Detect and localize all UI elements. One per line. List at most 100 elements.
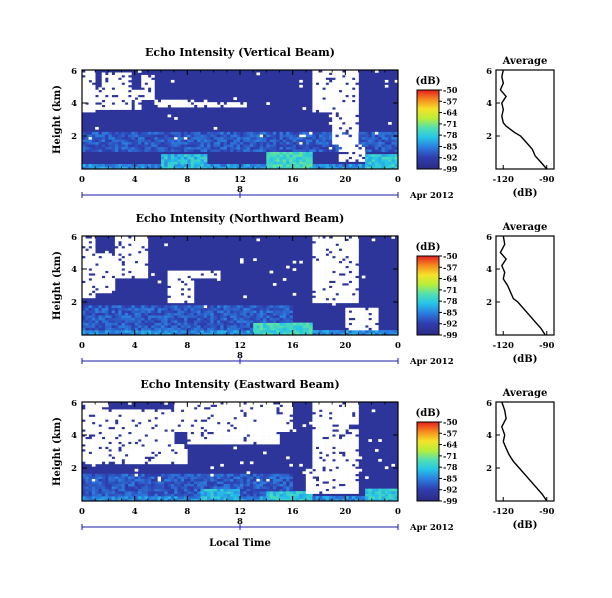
heatmap-cell	[276, 330, 280, 333]
heatmap-gap	[338, 92, 343, 96]
heatmap-gap	[170, 79, 175, 83]
heatmap-gap	[128, 102, 132, 105]
heatmap-cell	[144, 481, 149, 484]
heatmap-gap	[151, 89, 155, 93]
heatmap-cell	[210, 131, 214, 135]
heatmap-gap	[207, 104, 211, 108]
heatmap-gap	[151, 444, 155, 447]
heatmap-gap	[348, 79, 353, 83]
heatmap-cell	[220, 305, 224, 309]
heatmap-cell	[272, 136, 277, 140]
heatmap-gap	[101, 441, 106, 445]
heatmap-cell	[220, 317, 224, 321]
heatmap-gap	[180, 458, 185, 462]
heatmap-gap	[193, 431, 198, 435]
heatmap-cell	[246, 325, 251, 328]
heatmap-gap	[315, 107, 320, 110]
heatmap-cell	[105, 481, 109, 484]
heatmap-gap	[187, 429, 191, 432]
heatmap-gap	[345, 119, 349, 123]
heatmap-cell	[391, 330, 396, 333]
heatmap-cell	[187, 146, 191, 150]
heatmap-cell	[193, 478, 198, 482]
heatmap-cell	[394, 332, 399, 336]
heatmap-gap	[134, 275, 139, 279]
heatmap-gap	[118, 82, 122, 86]
heatmap-cell	[95, 317, 99, 321]
heatmap-cell	[230, 312, 234, 316]
heatmap-gap	[174, 449, 178, 452]
heatmap-gap	[131, 424, 135, 428]
heatmap-gap	[88, 453, 93, 457]
heatmap-gap	[332, 268, 336, 271]
heatmap-cell	[368, 134, 372, 138]
heatmap-gap	[319, 104, 323, 108]
heatmap-gap	[325, 87, 330, 91]
heatmap-cell	[137, 131, 142, 135]
heatmap-gap	[335, 117, 340, 120]
heatmap-gap	[338, 280, 343, 284]
heatmap-gap	[131, 446, 135, 450]
heatmap-gap	[98, 419, 103, 423]
heatmap-gap	[351, 248, 356, 252]
heatmap-cell	[279, 131, 284, 135]
heatmap-cell	[223, 146, 228, 150]
heatmap-cell	[253, 325, 257, 328]
heatmap-cell	[210, 478, 214, 482]
heatmap-cell	[190, 139, 195, 143]
heatmap-cell	[95, 146, 99, 150]
heatmap-gap	[141, 74, 145, 78]
heatmap-cell	[131, 164, 135, 167]
heatmap-cell	[269, 310, 274, 314]
heatmap-cell	[342, 164, 346, 167]
heatmap-gap	[351, 136, 356, 140]
heatmap-cell	[141, 307, 145, 311]
heatmap-gap	[141, 236, 145, 239]
heatmap-gap	[174, 99, 178, 103]
heatmap-gap	[91, 89, 96, 93]
colorbar-tick-label: -85	[443, 141, 457, 151]
heatmap-gap	[374, 307, 379, 311]
heatmap-gap	[157, 461, 162, 465]
heatmap-cell	[240, 149, 244, 152]
heatmap-cell	[190, 131, 195, 135]
heatmap-cell	[161, 317, 165, 321]
heatmap-cell	[114, 166, 119, 170]
heatmap-gap	[164, 402, 168, 405]
heatmap-cell	[282, 322, 287, 326]
heatmap-cell	[180, 159, 185, 162]
heatmap-gap	[197, 102, 201, 105]
x-tick-label: 20	[339, 175, 351, 185]
heatmap-gap	[111, 429, 116, 432]
heatmap-gap	[167, 275, 172, 279]
heatmap-title: Echo Intensity (Eastward Beam)	[140, 378, 339, 391]
heatmap-gap	[351, 97, 356, 100]
heatmap-gap	[114, 87, 119, 91]
heatmap-cell	[134, 476, 139, 480]
heatmap-gap	[108, 92, 112, 96]
heatmap-cell	[272, 146, 277, 150]
heatmap-cell	[226, 164, 231, 167]
heatmap-gap	[345, 275, 349, 279]
heatmap-gap	[134, 439, 139, 442]
heatmap-cell	[137, 478, 142, 482]
heatmap-cell	[286, 312, 290, 316]
heatmap-gap	[164, 419, 168, 423]
heatmap-cell	[213, 141, 218, 145]
heatmap-cell	[292, 144, 297, 148]
heatmap-gap	[187, 441, 191, 445]
heatmap-cell	[216, 488, 221, 492]
heatmap-gap	[325, 258, 330, 262]
heatmap-cell	[282, 317, 287, 321]
heatmap-gap	[345, 72, 349, 76]
heatmap-gap	[151, 74, 155, 78]
heatmap-gap	[345, 84, 349, 88]
heatmap-gap	[184, 295, 188, 299]
heatmap-cell	[157, 493, 162, 497]
heatmap-cell	[82, 486, 86, 489]
heatmap-cell	[82, 136, 86, 140]
heatmap-cell	[154, 144, 159, 148]
heatmap-cell	[312, 144, 317, 148]
heatmap-gap	[240, 258, 244, 262]
heatmap-cell	[207, 320, 211, 323]
